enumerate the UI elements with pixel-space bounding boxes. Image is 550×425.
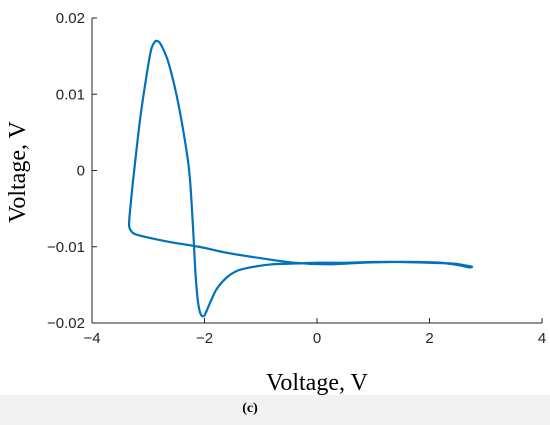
x-tick-label: −4 [83, 330, 100, 347]
y-axis-label: Voltage, V [5, 120, 31, 222]
x-axis-label: Voltage, V [266, 370, 368, 396]
x-tick-label: 4 [538, 330, 546, 347]
x-tick-label: 0 [313, 330, 321, 347]
caption-band [0, 395, 550, 425]
y-tick-label: 0 [77, 163, 85, 180]
y-tick-label: −0.02 [47, 315, 85, 332]
y-tick-label: 0.02 [56, 10, 85, 27]
x-axis-ticks: −4 −2 0 2 4 [83, 318, 546, 347]
x-tick-label: −2 [196, 330, 213, 347]
x-tick-label: 2 [425, 330, 433, 347]
y-tick-label: 0.01 [56, 86, 85, 103]
y-tick-label: −0.01 [47, 239, 85, 256]
y-axis-ticks: −0.02 −0.01 0 0.01 0.02 [47, 10, 97, 332]
figure-caption: (c) [242, 401, 258, 416]
data-series-line [127, 39, 474, 318]
